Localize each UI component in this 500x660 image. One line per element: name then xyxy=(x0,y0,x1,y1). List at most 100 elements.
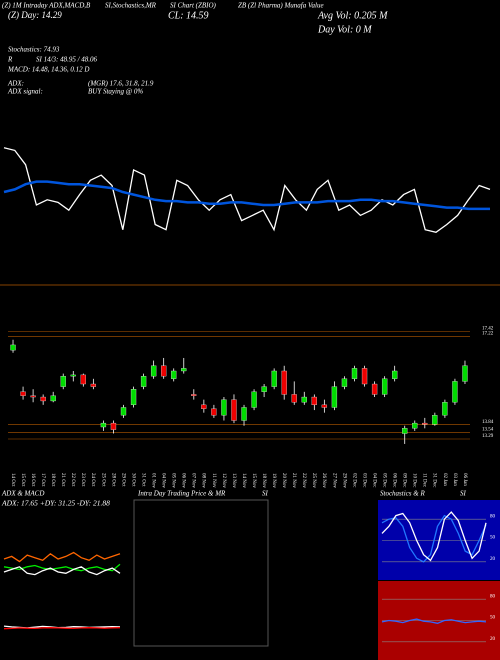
header-text: SI 14/3: 48.95 / 48.06 xyxy=(36,56,98,64)
x-tick-label: 28 Oct xyxy=(110,473,115,487)
candle-body xyxy=(291,394,297,403)
candle-body xyxy=(261,386,267,392)
x-tick-label: 20 Nov xyxy=(281,473,286,488)
y-tick-label: 50 xyxy=(490,616,496,621)
x-tick-label: 27 Nov xyxy=(331,473,336,488)
x-tick-label: 31 Oct xyxy=(140,473,145,487)
panel-title: SI xyxy=(262,490,269,498)
x-tick-label: 12 Nov xyxy=(221,473,226,488)
header-text: ADX signal: xyxy=(7,88,43,96)
indicator-line xyxy=(3,563,121,572)
candle-body xyxy=(412,422,418,429)
candle-body xyxy=(351,368,358,379)
y-tick-label: 13.84 xyxy=(482,420,494,425)
candle-body xyxy=(321,404,328,408)
x-tick-label: 03 Jan xyxy=(452,473,457,486)
x-tick-label: 10 Dec xyxy=(412,473,417,488)
indicator-line xyxy=(3,566,121,576)
candle-body xyxy=(150,365,157,377)
x-tick-label: 02 Dec xyxy=(351,473,356,488)
candle-body xyxy=(130,389,137,406)
y-tick-label: 13.29 xyxy=(482,434,494,439)
y-tick-label: 13.54 xyxy=(482,428,494,433)
indicator-line xyxy=(381,618,487,624)
indicator-line xyxy=(3,627,121,630)
x-tick-label: 18 Nov xyxy=(261,473,266,488)
x-tick-label: 07 Nov xyxy=(191,473,196,488)
x-tick-label: 21 Oct xyxy=(60,473,65,487)
candle-body xyxy=(10,344,16,351)
candle-body xyxy=(60,376,66,387)
x-tick-label: 18 Oct xyxy=(50,473,55,487)
candle-body xyxy=(30,395,36,398)
x-tick-label: 04 Nov xyxy=(161,473,166,488)
header-text: ADX: xyxy=(7,80,24,88)
candle-body xyxy=(120,407,127,416)
candle-body xyxy=(301,396,307,403)
x-tick-label: 04 Dec xyxy=(371,473,376,488)
candle-body xyxy=(341,378,348,387)
x-tick-label: 31 Dec xyxy=(432,473,437,488)
candle-body xyxy=(432,415,438,425)
x-tick-label: 22 Nov xyxy=(301,473,306,488)
candle-body xyxy=(201,404,207,409)
header-text: (Z) Day: 14.29 xyxy=(8,10,62,20)
x-tick-label: 30 Oct xyxy=(130,473,135,487)
y-tick-label: 80 xyxy=(490,514,496,519)
x-tick-label: 26 Nov xyxy=(321,473,326,488)
x-tick-label: 29 Nov xyxy=(341,473,346,488)
x-tick-label: 25 Nov xyxy=(311,473,316,488)
candle-body xyxy=(221,399,227,416)
header-text: Day Vol: 0 M xyxy=(317,24,372,35)
candle-body xyxy=(251,391,257,408)
candle-body xyxy=(241,407,247,421)
x-tick-label: 08 Nov xyxy=(201,473,206,488)
candle-body xyxy=(361,368,368,385)
x-tick-label: 14 Nov xyxy=(241,473,246,488)
indicator-line xyxy=(3,147,491,234)
candle-body xyxy=(422,422,428,425)
x-tick-label: 06 Jan xyxy=(462,473,467,486)
header-text: (MGR) 17.6, 31.8, 21.9 xyxy=(88,80,154,88)
panel-title: ADX & MACD xyxy=(1,490,44,498)
x-tick-label: 11 Dec xyxy=(422,473,427,488)
header-text: MACD: 14.48, 14.36, 0.12 D xyxy=(7,66,89,74)
x-tick-label: 11 Nov xyxy=(211,473,216,488)
x-tick-label: 09 Dec xyxy=(402,473,407,488)
y-tick-label: 50 xyxy=(490,536,496,541)
x-tick-label: 14 Oct xyxy=(10,473,15,487)
candle-body xyxy=(402,428,408,434)
header-text: ZB (Zl Pharma) Munafa Value xyxy=(238,2,324,10)
panel-title: ADX: 17.65 +DY: 31.25 -DY: 21.88 xyxy=(1,499,110,508)
x-tick-label: 21 Nov xyxy=(291,473,296,488)
candle-body xyxy=(140,376,147,387)
x-tick-label: 06 Dec xyxy=(392,473,397,488)
x-tick-label: 06 Nov xyxy=(181,473,186,488)
header-text: SI,Stochastics,MR xyxy=(105,2,157,10)
candle-body xyxy=(181,368,187,372)
candle-body xyxy=(281,370,287,395)
header-text: BUY Staying @ 0% xyxy=(88,88,143,96)
candle-body xyxy=(191,394,197,396)
panel-title: Stochastics & R xyxy=(380,490,425,498)
candle-body xyxy=(442,402,448,416)
x-tick-label: 19 Nov xyxy=(271,473,276,488)
y-tick-label: 17.22 xyxy=(482,332,494,337)
candle-body xyxy=(392,370,398,379)
candle-body xyxy=(40,396,46,402)
x-tick-label: 15 Nov xyxy=(251,473,256,488)
x-tick-label: 05 Dec xyxy=(381,473,386,488)
candle-body xyxy=(311,396,317,406)
y-tick-label: 17.42 xyxy=(482,327,494,332)
header-text: (Z) 1M Intraday ADX,MACD,B xyxy=(2,2,91,10)
candle-body xyxy=(231,399,237,421)
candle-body xyxy=(161,365,167,377)
y-tick-label: 20 xyxy=(490,557,496,562)
candle-body xyxy=(452,381,458,403)
indicator-line xyxy=(381,511,487,562)
x-tick-label: 29 Oct xyxy=(120,473,125,487)
candle-body xyxy=(371,383,378,395)
indicator-line xyxy=(3,180,490,211)
x-tick-label: 01 Nov xyxy=(150,473,155,488)
candle-body xyxy=(70,374,76,377)
